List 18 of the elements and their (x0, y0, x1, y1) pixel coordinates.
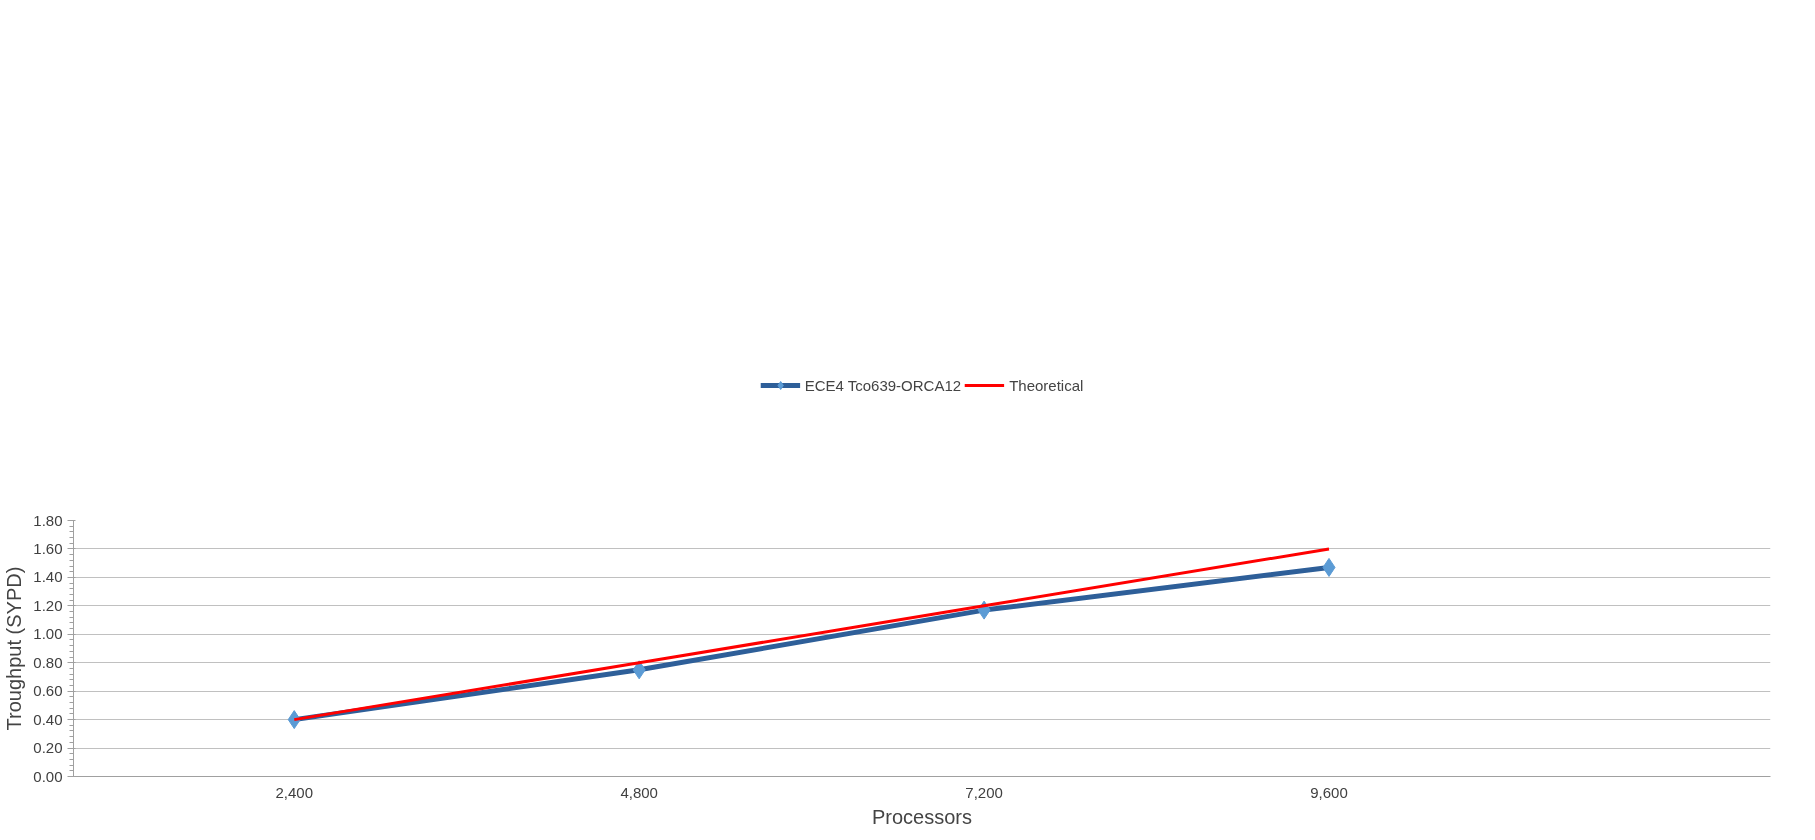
y-tick-label: 1.80 (33, 511, 63, 529)
legend-label: ECE4 Tco639-ORCA12 (804, 376, 962, 394)
x-tick-label: 7,200 (965, 783, 1003, 801)
x-tick-label: 9,600 (1310, 783, 1348, 801)
x-tick-label: 2,400 (275, 783, 314, 801)
legend-label: Theoretical (1009, 376, 1084, 394)
y-tick-label: 0.40 (33, 710, 63, 728)
y-tick-label: 0.00 (33, 767, 63, 785)
y-axis-title: Troughput (SYPD) (3, 566, 26, 731)
x-tick-label: 4,800 (620, 783, 658, 801)
x-axis-title: Processors (871, 805, 973, 828)
y-tick-label: 1.60 (33, 539, 63, 557)
y-tick-label: 0.80 (33, 653, 63, 671)
y-tick-label: 0.60 (33, 682, 63, 700)
y-tick-label: 1.20 (33, 596, 63, 614)
y-tick-label: 1.40 (33, 568, 63, 586)
y-tick-label: 1.00 (33, 625, 63, 643)
y-tick-label: 0.20 (33, 739, 63, 757)
